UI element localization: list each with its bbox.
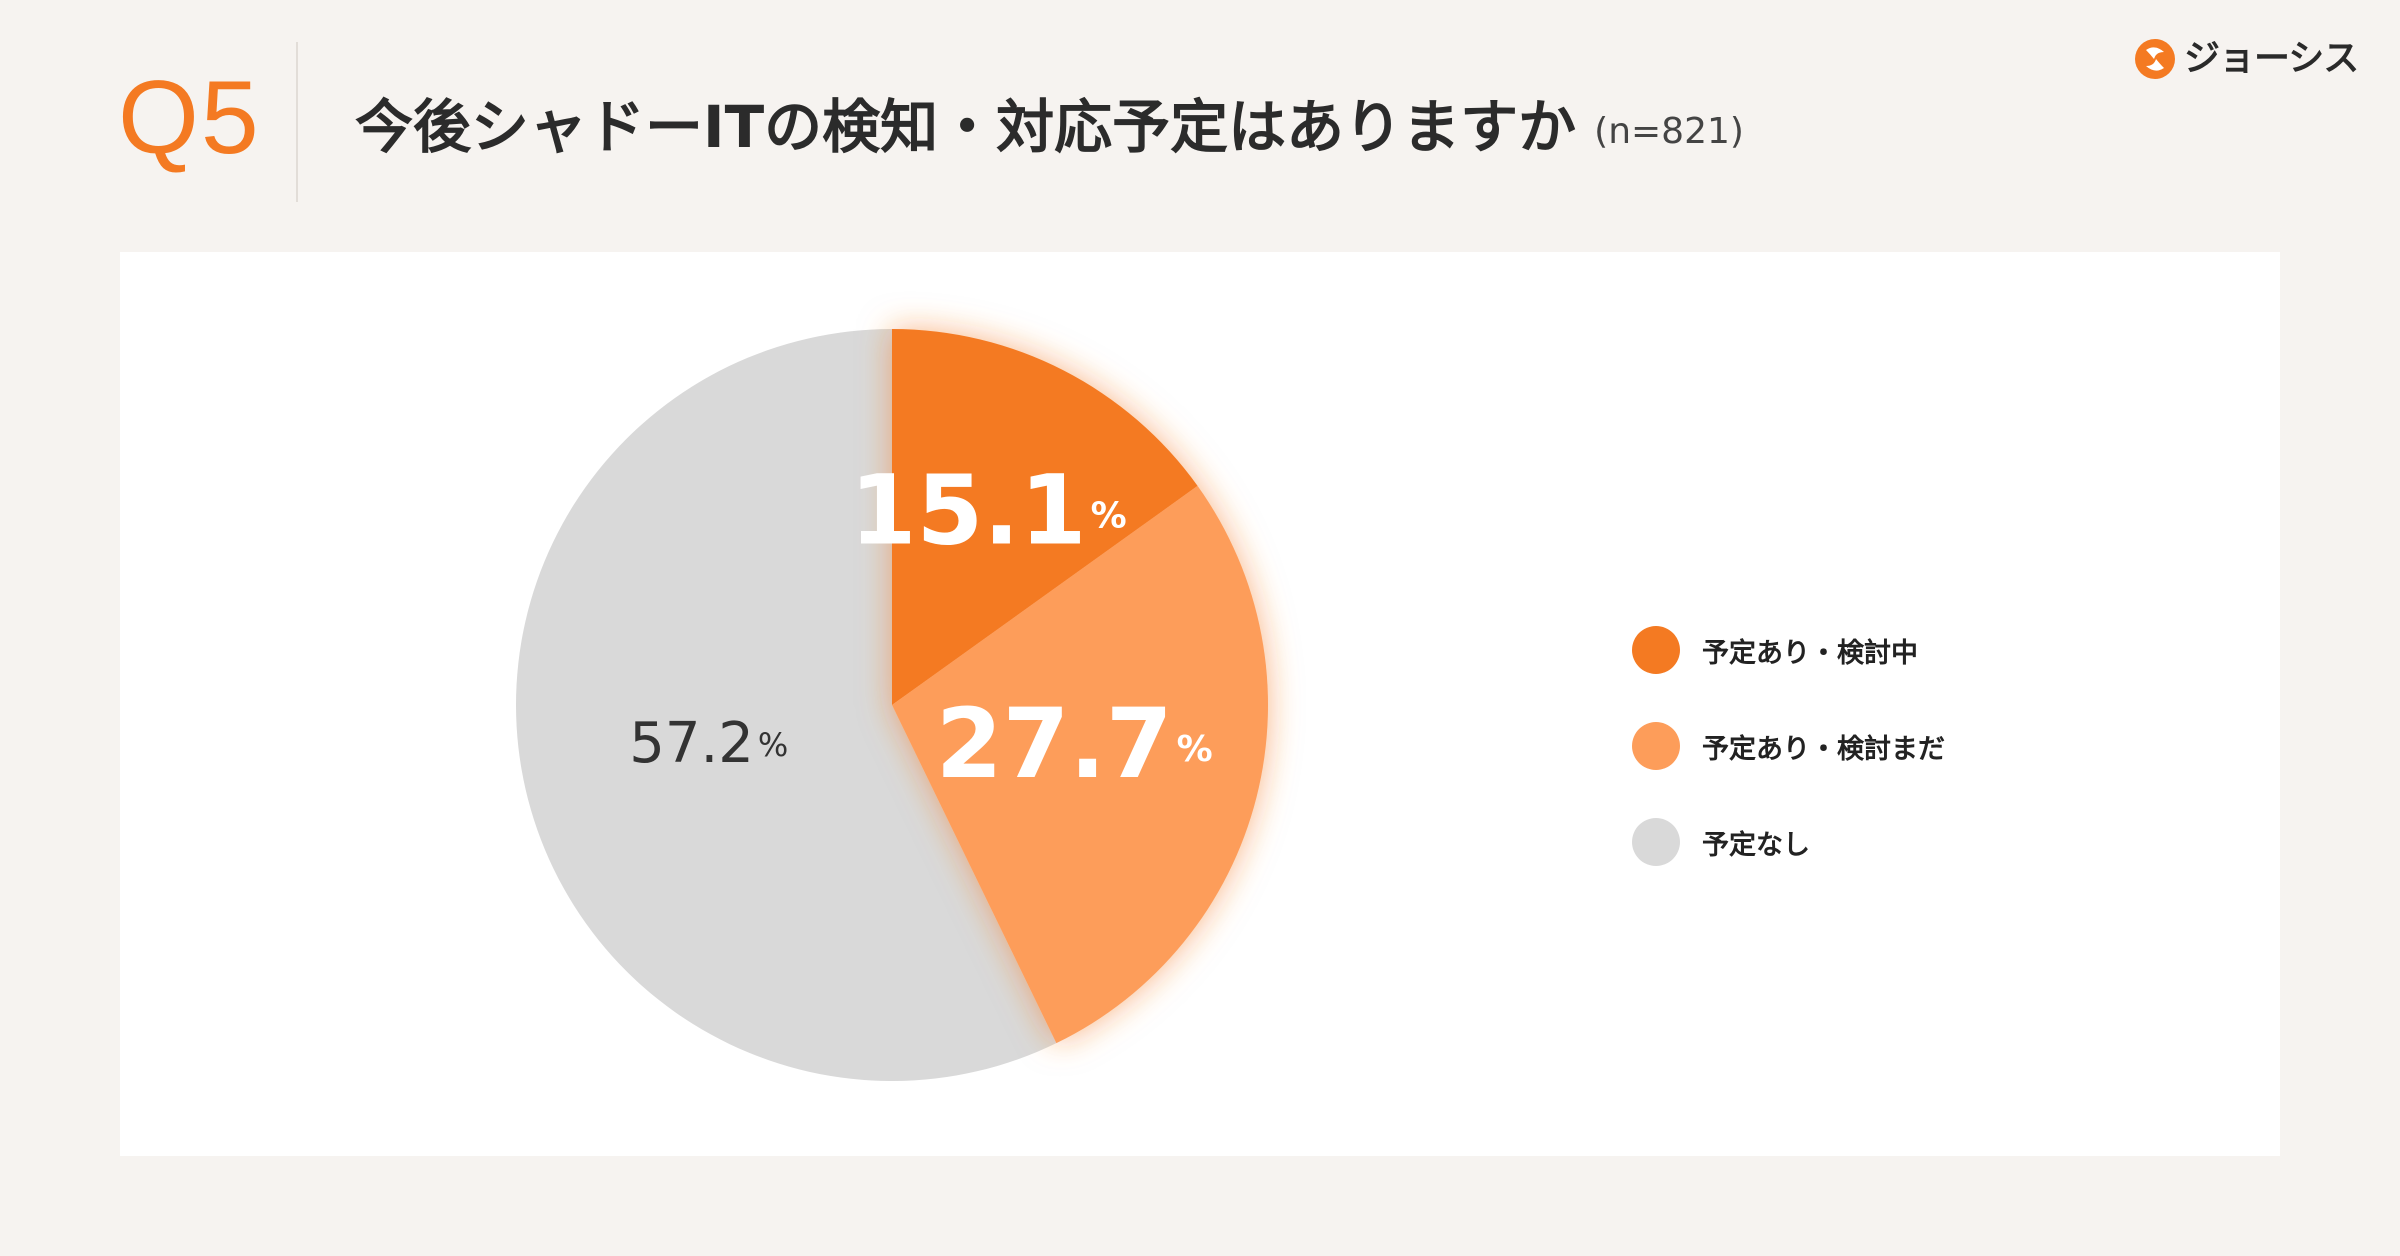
legend-label-2: 予定あり・検討まだ [1702, 733, 1945, 765]
pie-label-1: 15.1% [850, 455, 1127, 567]
company-logo: ジョーシス [2134, 38, 2359, 80]
chart-card: 15.1% 27.7% 57.2% 予定あり・検討中 予定あり・検討まだ 予定なし [120, 252, 2280, 1156]
question-number: Q5 [118, 60, 261, 176]
pie-slice-3 [515, 329, 1057, 1081]
chart-legend: 予定あり・検討中 予定あり・検討まだ 予定なし [1632, 602, 1945, 890]
legend-label-3: 予定なし [1702, 829, 1810, 861]
legend-item-3: 予定なし [1632, 794, 1945, 890]
logo-text: ジョーシス [2184, 38, 2359, 79]
legend-item-1: 予定あり・検討中 [1632, 602, 1945, 698]
pie-labels: 15.1 %27.7 %57.2% [629, 455, 1212, 801]
pie-slice-1 [892, 329, 1198, 705]
pie-chart: 15.1 %27.7 %57.2% [515, 329, 1268, 1081]
pie-label-unit-1: % [1091, 496, 1127, 537]
legend-item-2: 予定あり・検討まだ [1632, 698, 1945, 794]
josys-logo-icon [2135, 39, 2175, 79]
legend-swatch-3 [1632, 818, 1680, 866]
sample-size: (n=821) [1594, 111, 1744, 152]
legend-swatch-1 [1632, 626, 1680, 674]
title-text: 今後シャドーITの検知・対応予定はありますか [355, 93, 1577, 161]
pie-label-value-1: 15.1 [850, 455, 1087, 567]
highlighted-slices [892, 329, 1268, 1044]
pie-label-value-3: 57.2 [629, 711, 754, 776]
pie-slice-2 [892, 485, 1268, 1044]
legend-label-1: 予定あり・検討中 [1702, 637, 1918, 669]
page-title: 今後シャドーITの検知・対応予定はありますか (n=821) [355, 98, 1744, 156]
pie-label-3: 57.2% [629, 711, 788, 776]
pie-slices [515, 329, 1268, 1081]
pie-label-unit-3: % [758, 726, 788, 764]
pie-label-2: 27.7% [936, 689, 1213, 801]
header-divider [296, 42, 298, 202]
pie-label-value-2: 27.7 [936, 689, 1173, 801]
pie-label-unit-2: % [1177, 729, 1213, 770]
legend-swatch-2 [1632, 722, 1680, 770]
